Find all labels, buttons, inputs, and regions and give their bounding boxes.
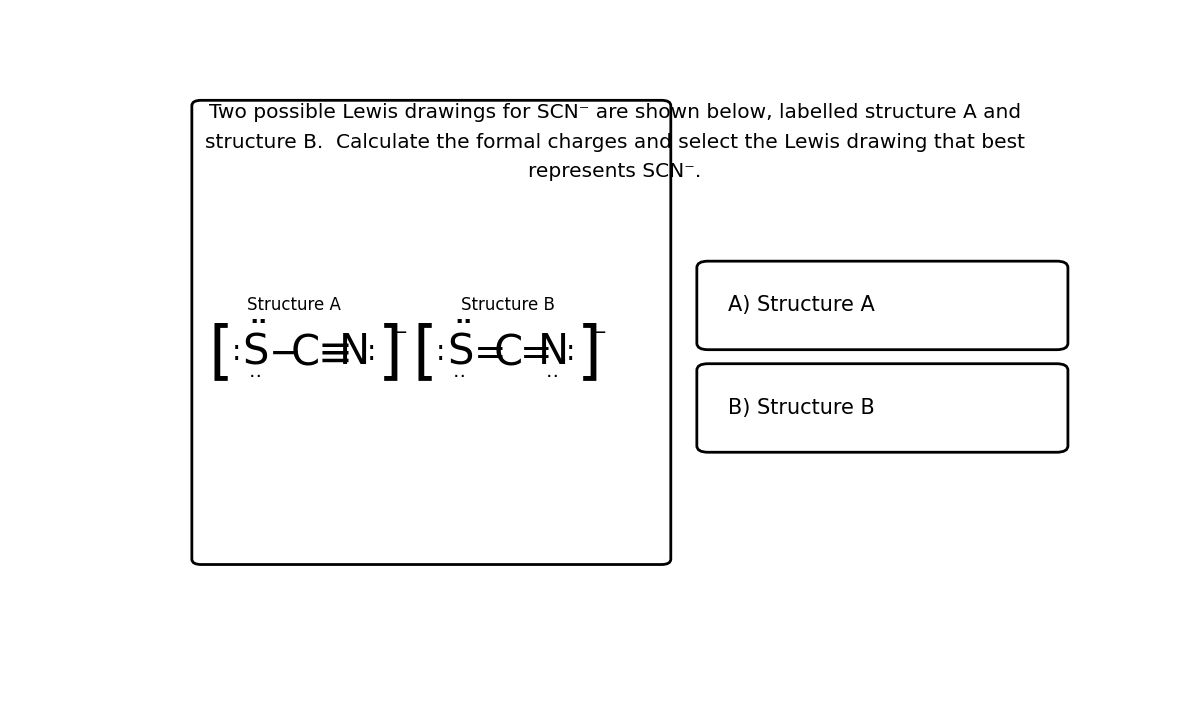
Text: B) Structure B: B) Structure B bbox=[728, 398, 875, 418]
Text: $=$: $=$ bbox=[512, 334, 551, 372]
Text: $\mathsf{C}$: $\mathsf{C}$ bbox=[290, 332, 319, 374]
Text: Two possible Lewis drawings for SCN⁻ are shown below, labelled structure A and: Two possible Lewis drawings for SCN⁻ are… bbox=[209, 103, 1021, 122]
Text: :: : bbox=[565, 339, 575, 367]
Text: $\mathsf{C}$: $\mathsf{C}$ bbox=[493, 332, 522, 374]
Text: $-$: $-$ bbox=[268, 334, 299, 372]
Text: :: : bbox=[367, 339, 376, 367]
Text: $[$: $[$ bbox=[208, 323, 228, 385]
FancyBboxPatch shape bbox=[697, 364, 1068, 452]
Text: Structure A: Structure A bbox=[247, 296, 341, 313]
Text: $^{-}$: $^{-}$ bbox=[590, 325, 606, 353]
Text: $=$: $=$ bbox=[466, 334, 504, 372]
Text: $[$: $[$ bbox=[412, 323, 433, 385]
Text: :: : bbox=[436, 339, 445, 367]
Text: ‥: ‥ bbox=[248, 362, 262, 381]
Text: A) Structure A: A) Structure A bbox=[728, 295, 875, 315]
Text: structure B.  Calculate the formal charges and select the Lewis drawing that bes: structure B. Calculate the formal charge… bbox=[205, 132, 1025, 151]
Text: $\mathsf{N}$: $\mathsf{N}$ bbox=[538, 332, 566, 374]
Text: $\ddot{\mathsf{S}}$: $\ddot{\mathsf{S}}$ bbox=[446, 324, 473, 373]
Text: $\mathsf{N}$: $\mathsf{N}$ bbox=[338, 332, 367, 374]
Text: $\equiv$: $\equiv$ bbox=[310, 332, 349, 374]
Text: :: : bbox=[232, 339, 241, 367]
Text: $^{-}$: $^{-}$ bbox=[391, 325, 408, 353]
FancyBboxPatch shape bbox=[192, 100, 671, 564]
Text: $]$: $]$ bbox=[377, 323, 398, 385]
FancyBboxPatch shape bbox=[697, 261, 1068, 350]
Text: $]$: $]$ bbox=[576, 323, 598, 385]
Text: ‥: ‥ bbox=[545, 362, 558, 381]
Text: ‥: ‥ bbox=[454, 362, 466, 381]
Text: Structure B: Structure B bbox=[461, 296, 554, 313]
Text: $\ddot{\mathsf{S}}$: $\ddot{\mathsf{S}}$ bbox=[242, 324, 268, 373]
Text: represents SCN⁻.: represents SCN⁻. bbox=[528, 163, 702, 182]
